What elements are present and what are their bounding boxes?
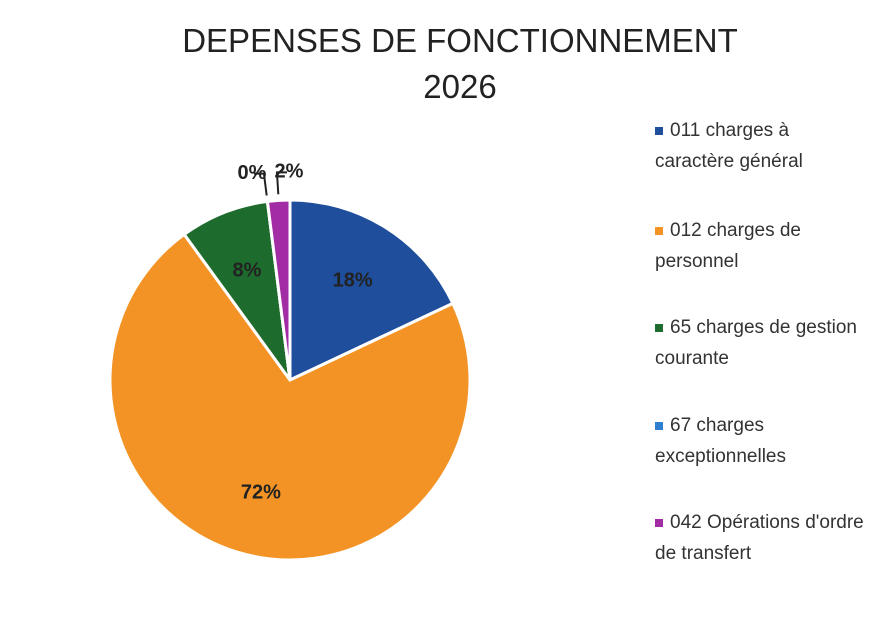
legend-entry: 011 charges à caractère général [655, 115, 870, 177]
leader-line [253, 172, 268, 196]
legend-label: 65 charges de gestion courante [655, 317, 857, 369]
legend-entry: 65 charges de gestion courante [655, 312, 870, 374]
legend-label: 011 charges à caractère général [655, 120, 803, 172]
legend-swatch [655, 126, 663, 135]
pie-slice [265, 198, 292, 381]
chart-title: DEPENSES DE FONCTIONNEMENT 2026 [182, 22, 738, 105]
legend-entry: 042 Opérations d'ordre de transfert [655, 507, 870, 569]
pie-slice [108, 232, 472, 562]
data-label: 18% [333, 269, 373, 291]
legend-entry: 012 charges de personnel [655, 215, 870, 277]
pie-slice [182, 199, 292, 381]
data-label: 0% [237, 162, 266, 184]
pie-area: 18% 72% 8% 0% 2% [108, 161, 472, 562]
legend-swatch [655, 421, 663, 430]
pie-slice [288, 198, 455, 383]
data-label: 8% [232, 259, 261, 281]
legend-swatch [655, 518, 663, 527]
legend-label: 042 Opérations d'ordre de transfert [655, 512, 864, 564]
data-label: 2% [274, 161, 303, 183]
legend-entry: 67 charges exceptionnelles [655, 410, 870, 472]
legend-swatch [655, 226, 663, 235]
data-label: 72% [241, 482, 281, 504]
legend-label: 012 charges de personnel [655, 220, 801, 272]
legend-label: 67 charges exceptionnelles [655, 415, 786, 467]
leader-line [275, 171, 287, 195]
legend-swatch [655, 323, 663, 332]
